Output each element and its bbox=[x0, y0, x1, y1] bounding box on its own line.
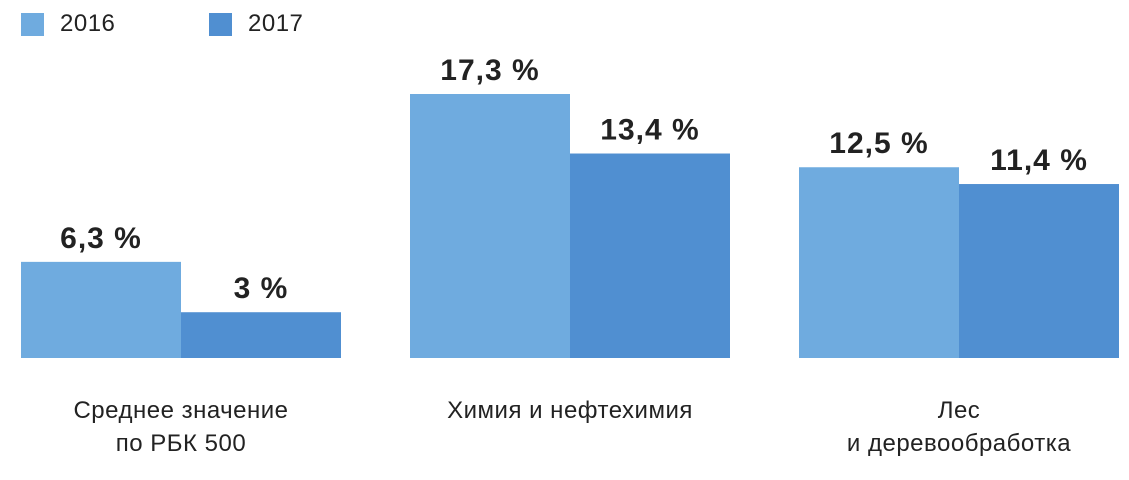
category-label: Лес bbox=[938, 397, 981, 424]
bar-2017-1 bbox=[570, 153, 730, 358]
legend-swatch-2016 bbox=[21, 12, 44, 36]
data-label: 13,4 % bbox=[600, 114, 699, 147]
legend-label-2016: 2016 bbox=[60, 10, 116, 37]
data-label: 17,3 % bbox=[440, 54, 539, 87]
category-label: по РБК 500 bbox=[116, 430, 246, 457]
data-label: 3 % bbox=[234, 272, 289, 305]
bar-2016-2 bbox=[799, 167, 959, 358]
legend-item-2017: 2017 bbox=[209, 10, 303, 38]
bar-2017-0 bbox=[181, 312, 341, 358]
data-label: 12,5 % bbox=[829, 127, 928, 160]
legend-label-2017: 2017 bbox=[248, 10, 304, 37]
category-label: Среднее значение bbox=[73, 397, 288, 424]
bar-2016-0 bbox=[21, 261, 181, 358]
category-label: Химия и нефтехимия bbox=[447, 397, 693, 424]
category-label: и деревообработка bbox=[847, 430, 1071, 457]
legend-item-2016: 2016 bbox=[21, 10, 115, 38]
bar-2016-1 bbox=[410, 94, 570, 358]
bar-2017-2 bbox=[959, 184, 1119, 358]
data-label: 11,4 % bbox=[990, 144, 1088, 177]
data-label: 6,3 % bbox=[60, 222, 142, 255]
legend-swatch-2017 bbox=[209, 12, 232, 36]
